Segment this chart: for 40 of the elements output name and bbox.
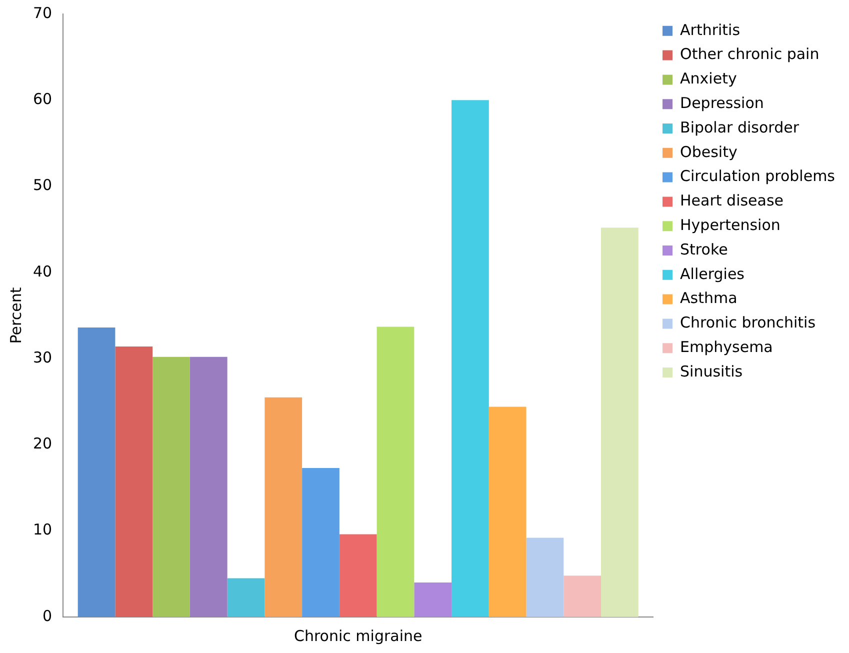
legend-label: Other chronic pain: [680, 45, 820, 64]
bar: [227, 578, 265, 617]
legend-label: Heart disease: [680, 192, 784, 210]
y-tick-label: 70: [32, 4, 52, 22]
x-tick-label: Chronic migraine: [294, 626, 422, 645]
y-tick-label: 30: [32, 348, 52, 366]
legend-label: Obesity: [680, 142, 738, 161]
legend-label: Chronic bronchitis: [680, 314, 816, 332]
legend-label: Bipolar disorder: [680, 118, 800, 136]
bar: [452, 100, 489, 617]
bar: [190, 356, 228, 617]
y-tick-label: 0: [42, 606, 52, 625]
bar: [264, 397, 302, 617]
y-axis-title: Percent: [6, 287, 25, 344]
y-tick-label: 60: [32, 90, 52, 108]
legend-label: Sinusitis: [680, 362, 743, 380]
legend-label: Asthma: [680, 289, 738, 308]
legend-label: Emphysema: [680, 338, 773, 356]
bar: [339, 534, 377, 617]
bar: [414, 582, 452, 617]
legend-label: Circulation problems: [680, 167, 836, 186]
y-tick-label: 40: [32, 262, 52, 280]
bar: [302, 468, 340, 617]
legend-label: Arthritis: [680, 20, 740, 39]
y-tick-label: 50: [32, 176, 52, 194]
bar: [526, 538, 564, 617]
legend-label: Stroke: [680, 240, 728, 258]
legend-label: Anxiety: [680, 70, 737, 88]
bar: [78, 328, 116, 617]
legend-label: Hypertension: [680, 216, 780, 234]
y-tick-label: 10: [32, 520, 52, 539]
bar: [152, 356, 190, 617]
bar: [564, 576, 602, 617]
bar: [601, 228, 638, 617]
bar: [488, 406, 526, 617]
bar: [115, 346, 153, 617]
y-tick-label: 20: [32, 434, 52, 453]
legend-label: Allergies: [680, 264, 745, 283]
bar: [376, 326, 414, 617]
legend-label: Depression: [680, 94, 764, 112]
